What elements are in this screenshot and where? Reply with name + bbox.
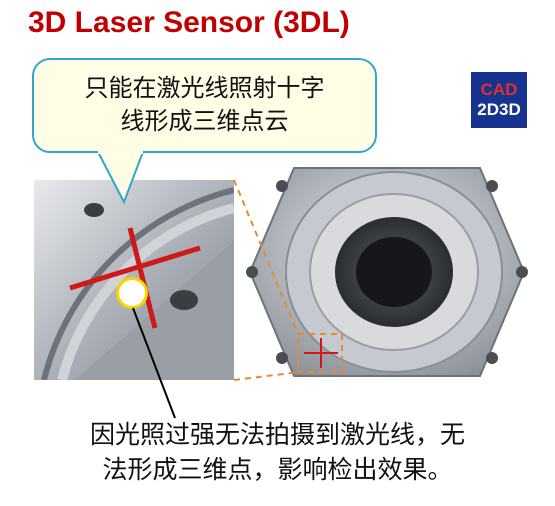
callout-tail [88,150,158,210]
pointer-line [0,0,555,506]
